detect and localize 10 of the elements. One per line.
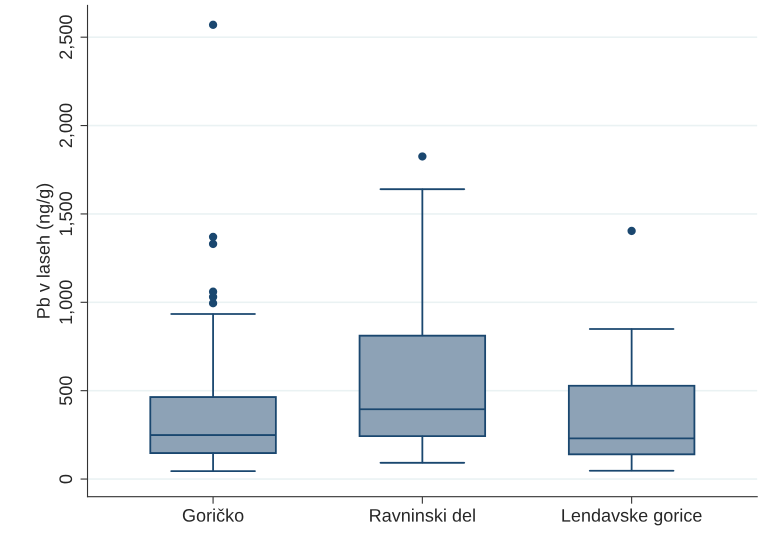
y-axis-title: Pb v laseh (ng/g): [36, 184, 54, 318]
y-tick-label: 2,000: [59, 104, 74, 148]
x-tick-label: Lendavske gorice: [562, 508, 702, 526]
y-tick-label: 2,500: [59, 15, 74, 59]
x-tick-label: Ravninski del: [370, 508, 475, 522]
y-tick-label: 1,500: [59, 192, 74, 236]
x-tick-label: Goričko: [182, 508, 244, 522]
y-tick-label: 0: [59, 474, 72, 484]
y-tick-label: 1,000: [59, 280, 74, 324]
y-tick-label: 500: [59, 376, 72, 406]
